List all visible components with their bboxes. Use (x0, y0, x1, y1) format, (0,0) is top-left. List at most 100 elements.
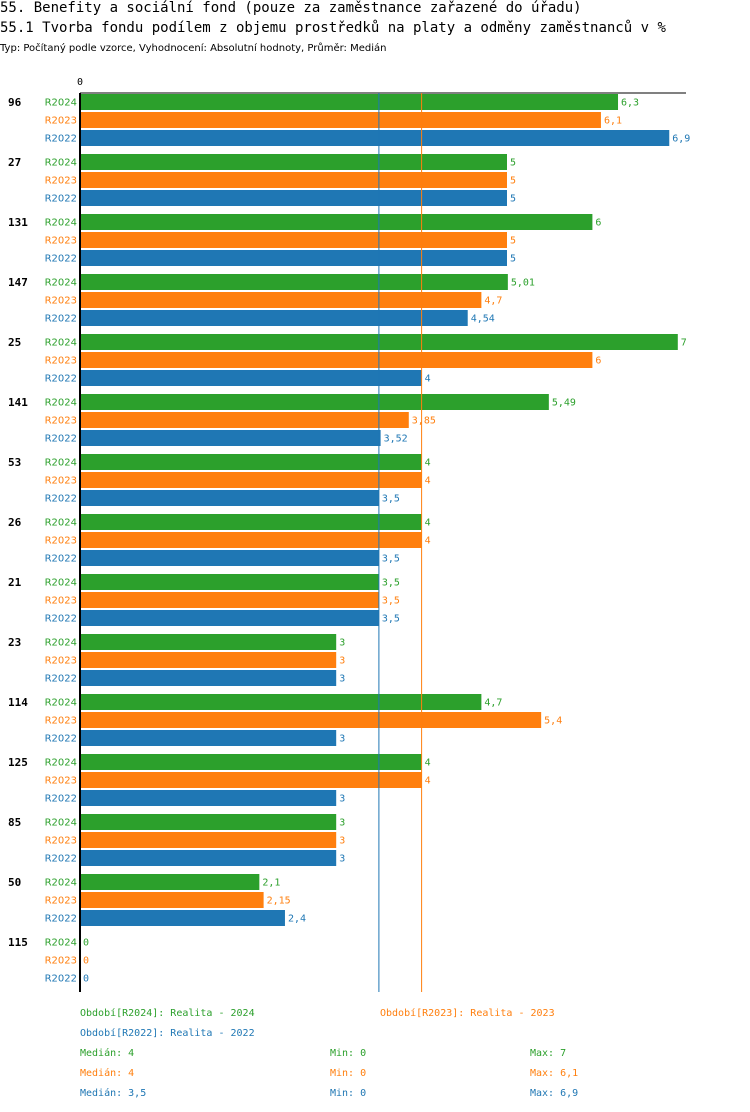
bar-r2024 (80, 394, 549, 410)
group-label: 27 (8, 156, 21, 169)
series-label-r2024: R2024 (45, 638, 77, 649)
legend-median-r2024: Medián: 4 (80, 1048, 135, 1059)
legend-max-r2024: Max: 7 (530, 1048, 567, 1059)
bar-r2022 (80, 370, 422, 386)
bar-r2023 (80, 592, 379, 608)
value-label-r2024: 3 (339, 638, 345, 649)
bar-r2022 (80, 730, 337, 746)
series-label-r2024: R2024 (45, 398, 77, 409)
bar-r2024 (80, 574, 379, 590)
series-label-r2023: R2023 (45, 956, 77, 967)
value-label-r2022: 5 (510, 194, 516, 205)
chart-meta: Typ: Počítaný podle vzorce, Vyhodnocení:… (0, 43, 387, 54)
series-label-r2022: R2022 (45, 554, 77, 565)
series-label-r2023: R2023 (45, 356, 77, 367)
group-label: 131 (8, 216, 28, 229)
series-label-r2023: R2023 (45, 476, 77, 487)
series-label-r2023: R2023 (45, 716, 77, 727)
group-label: 141 (8, 396, 28, 409)
value-label-r2022: 6,9 (672, 134, 690, 145)
bar-r2022 (80, 850, 337, 866)
bar-r2024 (80, 514, 422, 530)
value-label-r2024: 5 (510, 158, 516, 169)
series-label-r2022: R2022 (45, 194, 77, 205)
value-label-r2024: 3,5 (382, 578, 400, 589)
bar-r2023 (80, 112, 601, 128)
series-label-r2023: R2023 (45, 536, 77, 547)
value-label-r2023: 3,85 (412, 416, 436, 427)
bar-r2023 (80, 472, 422, 488)
value-label-r2023: 3 (339, 836, 345, 847)
series-label-r2024: R2024 (45, 758, 77, 769)
series-label-r2022: R2022 (45, 974, 77, 985)
bar-r2024 (80, 874, 260, 890)
value-label-r2023: 4 (425, 536, 431, 547)
value-label-r2023: 4 (425, 476, 431, 487)
bar-r2022 (80, 430, 381, 446)
x-axis-zero-label: 0 (77, 77, 83, 88)
legend-min-r2023: Min: 0 (330, 1068, 367, 1079)
value-label-r2023: 4,7 (484, 296, 502, 307)
legend-median-r2022: Medián: 3,5 (80, 1088, 147, 1099)
series-label-r2024: R2024 (45, 158, 77, 169)
value-label-r2022: 3,52 (384, 434, 408, 445)
group-label: 25 (8, 336, 21, 349)
bar-r2024 (80, 634, 337, 650)
series-label-r2024: R2024 (45, 338, 77, 349)
value-label-r2022: 3 (339, 734, 345, 745)
value-label-r2024: 5,49 (552, 398, 576, 409)
value-label-r2024: 6 (595, 218, 601, 229)
series-label-r2022: R2022 (45, 674, 77, 685)
legend-period-r2024: Období[R2024]: Realita - 2024 (80, 1008, 255, 1019)
value-label-r2024: 3 (339, 818, 345, 829)
series-label-r2023: R2023 (45, 236, 77, 247)
value-label-r2022: 4 (425, 374, 431, 385)
bar-r2022 (80, 670, 337, 686)
value-label-r2022: 3 (339, 854, 345, 865)
bar-r2023 (80, 412, 409, 428)
legend-max-r2023: Max: 6,1 (530, 1068, 579, 1079)
series-label-r2023: R2023 (45, 116, 77, 127)
bar-r2023 (80, 652, 337, 668)
series-label-r2024: R2024 (45, 518, 77, 529)
bar-r2023 (80, 292, 482, 308)
group-label: 85 (8, 816, 21, 829)
value-label-r2024: 5,01 (511, 278, 535, 289)
value-label-r2022: 0 (83, 974, 89, 985)
legend-min-r2024: Min: 0 (330, 1048, 367, 1059)
chart-subtitle: 55.1 Tvorba fondu podílem z objemu prost… (0, 20, 666, 36)
bar-r2023 (80, 712, 542, 728)
series-label-r2023: R2023 (45, 836, 77, 847)
value-label-r2023: 3,5 (382, 596, 400, 607)
bar-chart: 0 96 R2024 6,3 R2023 6,1 R2022 6,9 27 R2024 5 R2023… (8, 77, 690, 992)
series-label-r2022: R2022 (45, 734, 77, 745)
value-label-r2023: 2,15 (267, 896, 291, 907)
legend-min-r2022: Min: 0 (330, 1088, 367, 1099)
bar-r2024 (80, 214, 593, 230)
series-label-r2022: R2022 (45, 614, 77, 625)
value-label-r2024: 4,7 (484, 698, 502, 709)
series-label-r2024: R2024 (45, 698, 77, 709)
series-label-r2024: R2024 (45, 818, 77, 829)
value-label-r2023: 5 (510, 176, 516, 187)
series-label-r2022: R2022 (45, 494, 77, 505)
value-label-r2022: 3,5 (382, 554, 400, 565)
value-label-r2024: 7 (681, 338, 687, 349)
series-label-r2022: R2022 (45, 854, 77, 865)
value-label-r2024: 0 (83, 938, 89, 949)
series-label-r2023: R2023 (45, 296, 77, 307)
series-label-r2024: R2024 (45, 218, 77, 229)
series-label-r2023: R2023 (45, 416, 77, 427)
group-label: 114 (8, 696, 28, 709)
group-label: 125 (8, 756, 28, 769)
group-label: 96 (8, 96, 22, 109)
value-label-r2022: 5 (510, 254, 516, 265)
bar-r2023 (80, 172, 507, 188)
value-label-r2024: 6,3 (621, 98, 639, 109)
series-label-r2024: R2024 (45, 98, 77, 109)
legend-max-r2022: Max: 6,9 (530, 1088, 579, 1099)
value-label-r2023: 0 (83, 956, 89, 967)
series-label-r2022: R2022 (45, 134, 77, 145)
value-label-r2023: 6 (595, 356, 601, 367)
bar-r2023 (80, 352, 593, 368)
